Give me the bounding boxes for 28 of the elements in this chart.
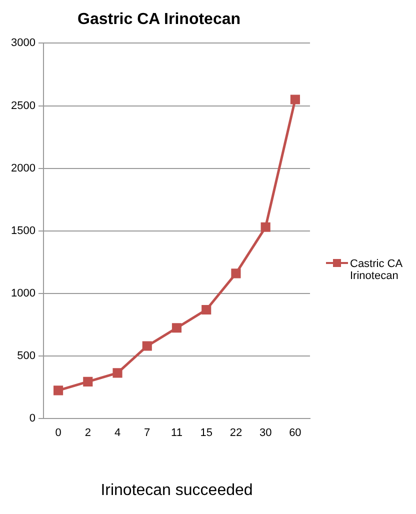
legend-label: Castric CA Irinotecan [350, 258, 404, 282]
x-tick-label: 60 [289, 427, 302, 440]
x-tick-label: 15 [200, 427, 212, 440]
point [53, 386, 64, 396]
x-tick-label: 0 [55, 427, 62, 440]
x-axis-title: Irinotecan succeeded [100, 482, 253, 499]
point [142, 341, 152, 351]
y-tick-label: 1500 [10, 224, 36, 237]
y-tick-label: 3000 [10, 37, 36, 50]
y-tick-label: 2500 [10, 100, 36, 112]
y-tick-label: 2000 [10, 162, 36, 174]
x-tick-label: 2 [84, 427, 91, 440]
x-tick-label: 7 [144, 427, 150, 440]
x-tick-label: 4 [114, 427, 121, 440]
point [172, 323, 182, 333]
point [290, 94, 300, 104]
x-tick-label: 22 [230, 427, 242, 440]
point [231, 268, 241, 278]
y-tick-label: 0 [29, 412, 36, 425]
x-tick-label: 11 [171, 427, 182, 440]
x-tick-label: 30 [259, 427, 272, 440]
point [202, 304, 212, 315]
point [83, 376, 93, 386]
point [260, 222, 270, 232]
y-tick-label: 1000 [10, 288, 36, 300]
y-tick-label: 500 [17, 350, 36, 362]
chart-title: Gastric CA Irinotecan [77, 11, 241, 28]
point [112, 368, 122, 378]
